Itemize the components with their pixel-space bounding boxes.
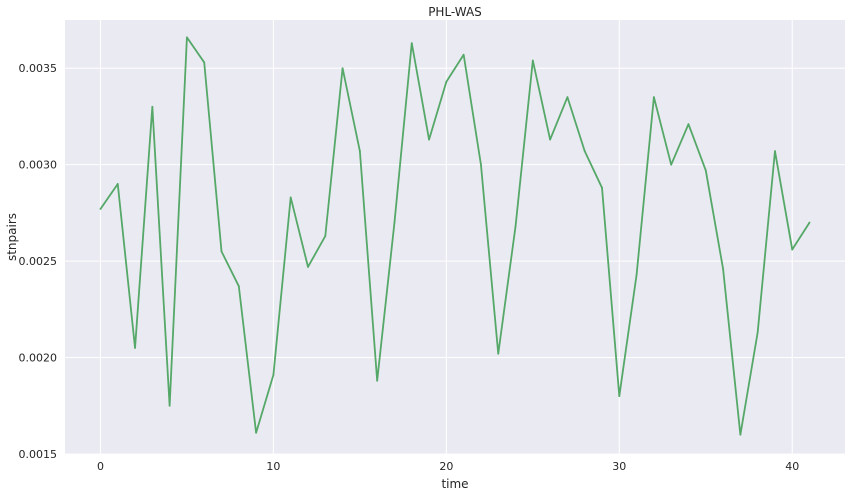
- data-point: [618, 395, 621, 398]
- data-point: [151, 105, 154, 108]
- data-point: [652, 96, 655, 99]
- data-point: [116, 183, 119, 185]
- data-point: [635, 273, 638, 276]
- data-point: [99, 208, 102, 210]
- data-point: [341, 67, 344, 70]
- data-point: [428, 138, 430, 141]
- data-point: [358, 150, 361, 153]
- y-tick-label: 0.0030: [19, 159, 58, 172]
- data-point: [237, 285, 240, 288]
- x-tick-label: 0: [97, 460, 104, 473]
- plot-background: [65, 20, 845, 454]
- series-line: [99, 36, 811, 436]
- data-point: [480, 163, 482, 166]
- data-point: [255, 431, 258, 434]
- data-point: [272, 374, 275, 376]
- x-axis-ticks: 0 10 20 30 40: [97, 460, 799, 473]
- data-point: [393, 221, 396, 224]
- y-axis-label: stnpairs: [5, 213, 19, 261]
- y-tick-label: 0.0020: [19, 352, 58, 365]
- data-point: [687, 123, 690, 126]
- y-axis-ticks: 0.0015 0.0020 0.0025 0.0030 0.0035: [19, 62, 58, 461]
- data-point: [445, 80, 448, 83]
- data-point: [704, 169, 707, 172]
- data-point: [808, 221, 811, 224]
- x-tick-label: 40: [785, 460, 799, 473]
- data-point: [791, 248, 794, 251]
- data-point: [739, 433, 742, 436]
- data-point: [376, 379, 379, 382]
- y-tick-label: 0.0035: [19, 62, 58, 75]
- data-point: [134, 347, 136, 349]
- data-point: [307, 265, 309, 268]
- x-tick-label: 30: [612, 460, 626, 473]
- data-point: [566, 96, 569, 99]
- data-point: [531, 59, 534, 62]
- data-point: [756, 331, 759, 334]
- grid: [65, 20, 845, 455]
- data-point: [774, 150, 776, 153]
- data-point: [168, 404, 171, 407]
- data-point: [549, 138, 552, 141]
- y-tick-label: 0.0015: [19, 448, 58, 461]
- data-point: [514, 225, 517, 228]
- data-point: [324, 235, 327, 237]
- data-point: [670, 163, 673, 166]
- data-point: [186, 36, 188, 39]
- x-tick-label: 20: [439, 460, 453, 473]
- series-group: [99, 36, 811, 436]
- data-point: [289, 196, 292, 199]
- data-point: [583, 150, 586, 153]
- data-point: [462, 53, 465, 56]
- data-point: [203, 61, 206, 64]
- data-point: [410, 42, 413, 45]
- data-point: [601, 186, 603, 189]
- data-point: [497, 352, 500, 355]
- x-tick-label: 10: [266, 460, 280, 473]
- y-tick-label: 0.0025: [19, 255, 58, 268]
- data-point: [722, 267, 724, 270]
- data-point: [220, 250, 223, 253]
- chart-title: PHL-WAS: [428, 5, 482, 19]
- x-axis-label: time: [441, 477, 468, 491]
